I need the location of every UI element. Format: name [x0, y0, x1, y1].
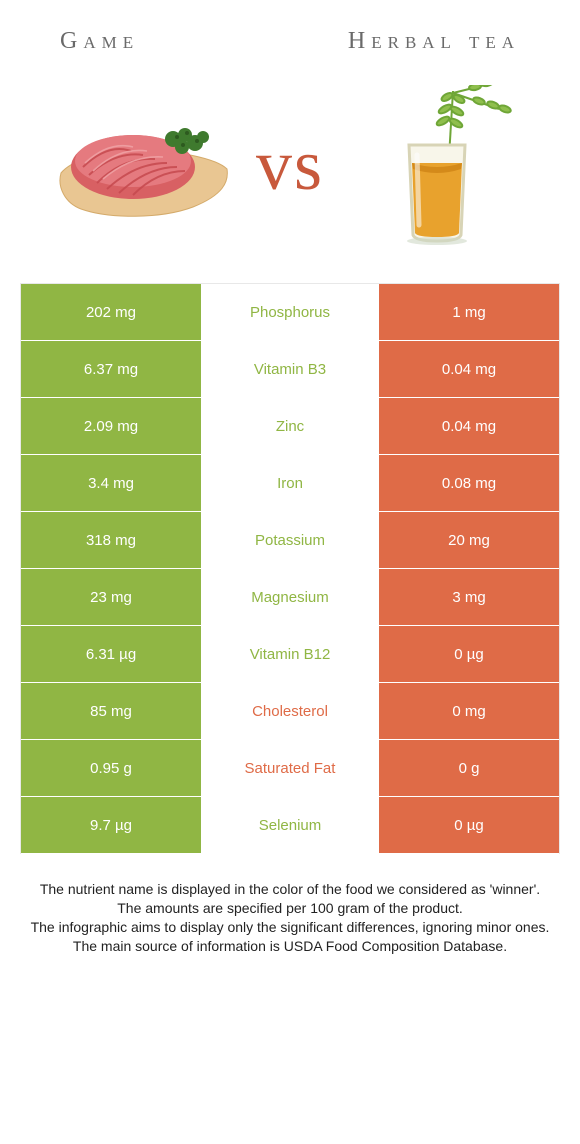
cell-label: Zinc: [201, 398, 379, 454]
cell-right: 20 mg: [379, 512, 559, 568]
cell-left: 0.95 g: [21, 740, 201, 796]
table-row: 3.4 mgIron0.08 mg: [21, 455, 559, 512]
cell-right: 0 µg: [379, 626, 559, 682]
footer-notes: The nutrient name is displayed in the co…: [30, 880, 550, 956]
cell-label: Iron: [201, 455, 379, 511]
footer-line: The infographic aims to display only the…: [30, 918, 550, 937]
footer-line: The nutrient name is displayed in the co…: [30, 880, 550, 899]
footer-line: The main source of information is USDA F…: [30, 937, 550, 956]
table-row: 9.7 µgSelenium0 µg: [21, 797, 559, 854]
cell-label: Cholesterol: [201, 683, 379, 739]
table-row: 2.09 mgZinc0.04 mg: [21, 398, 559, 455]
title-left: Game: [60, 28, 139, 55]
cell-left: 6.31 µg: [21, 626, 201, 682]
cell-left: 6.37 mg: [21, 341, 201, 397]
cell-right: 0.08 mg: [379, 455, 559, 511]
vs-text: vs: [256, 124, 324, 207]
table-row: 23 mgMagnesium3 mg: [21, 569, 559, 626]
table-row: 0.95 gSaturated Fat0 g: [21, 740, 559, 797]
cell-label: Vitamin B3: [201, 341, 379, 397]
cell-label: Magnesium: [201, 569, 379, 625]
cell-right: 0.04 mg: [379, 398, 559, 454]
cell-label: Vitamin B12: [201, 626, 379, 682]
nutrient-table: 202 mgPhosphorus1 mg6.37 mgVitamin B30.0…: [20, 283, 560, 854]
cell-right: 0 mg: [379, 683, 559, 739]
table-row: 6.37 mgVitamin B30.04 mg: [21, 341, 559, 398]
cell-label: Selenium: [201, 797, 379, 853]
cell-label: Potassium: [201, 512, 379, 568]
tea-illustration: [324, 85, 550, 245]
titles-row: Game Herbal tea: [0, 0, 580, 65]
hero-row: vs: [0, 65, 580, 265]
cell-left: 23 mg: [21, 569, 201, 625]
game-illustration: [30, 95, 256, 235]
cell-left: 85 mg: [21, 683, 201, 739]
table-row: 202 mgPhosphorus1 mg: [21, 284, 559, 341]
cell-left: 2.09 mg: [21, 398, 201, 454]
table-row: 318 mgPotassium20 mg: [21, 512, 559, 569]
cell-left: 318 mg: [21, 512, 201, 568]
table-row: 85 mgCholesterol0 mg: [21, 683, 559, 740]
cell-right: 1 mg: [379, 284, 559, 340]
cell-right: 0 µg: [379, 797, 559, 853]
cell-right: 3 mg: [379, 569, 559, 625]
cell-right: 0.04 mg: [379, 341, 559, 397]
cell-label: Saturated Fat: [201, 740, 379, 796]
cell-left: 9.7 µg: [21, 797, 201, 853]
footer-line: The amounts are specified per 100 gram o…: [30, 899, 550, 918]
table-row: 6.31 µgVitamin B120 µg: [21, 626, 559, 683]
title-right: Herbal tea: [348, 28, 520, 55]
cell-label: Phosphorus: [201, 284, 379, 340]
cell-left: 3.4 mg: [21, 455, 201, 511]
cell-right: 0 g: [379, 740, 559, 796]
cell-left: 202 mg: [21, 284, 201, 340]
